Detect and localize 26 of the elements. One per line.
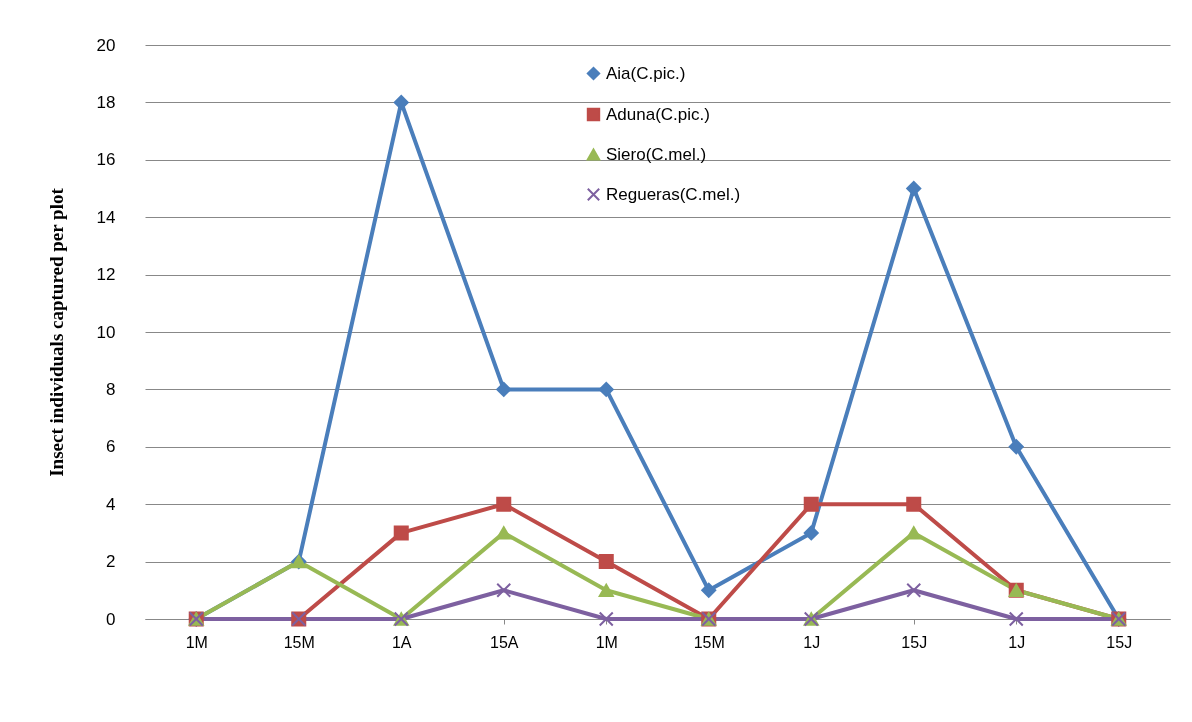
x-tick-label: 15A (490, 633, 519, 651)
y-tick-label: 6 (106, 437, 116, 457)
y-tick-label: 14 (96, 207, 116, 227)
y-axis-title: Insect individuals captured per plot (45, 187, 67, 477)
legend-label: Aduna(C.pic.) (606, 104, 710, 124)
y-tick-label: 4 (106, 494, 116, 514)
legend-label: Aia(C.pic.) (606, 63, 686, 83)
x-tick-label: 15J (1106, 633, 1133, 651)
y-tick-label: 0 (106, 609, 116, 629)
legend-label: Siero(C.mel.) (606, 144, 707, 164)
y-tick-label: 18 (96, 92, 116, 112)
legend-label: Regueras(C.mel.) (606, 184, 741, 204)
y-tick-label: 20 (96, 35, 116, 55)
x-tick-label: 15M (283, 633, 315, 651)
x-tick-label: 1J (1008, 633, 1026, 651)
x-tick-label: 1J (803, 633, 821, 651)
y-tick-label: 12 (96, 265, 116, 285)
x-tick-label: 1A (391, 633, 412, 651)
x-tick-label: 1M (595, 633, 618, 651)
x-tick-label: 15M (693, 633, 725, 651)
y-tick-label: 8 (106, 379, 116, 399)
y-tick-label: 10 (96, 322, 116, 342)
y-tick-label: 16 (96, 150, 116, 170)
x-tick-label: 1M (185, 633, 208, 651)
x-tick-label: 15J (901, 633, 928, 651)
y-tick-label: 2 (106, 552, 116, 572)
